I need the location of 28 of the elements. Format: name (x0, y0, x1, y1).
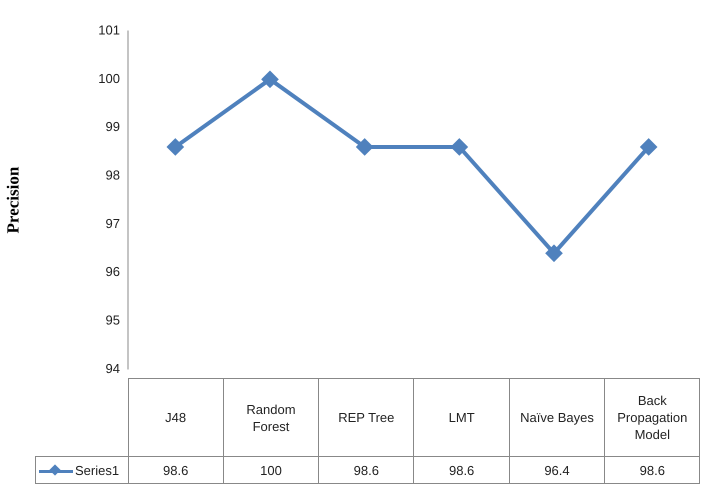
y-tick-label: 94 (106, 360, 120, 376)
x-tick-label: Random Forest (223, 378, 319, 456)
y-tick-label: 96 (106, 264, 120, 280)
point (167, 138, 184, 155)
x-tick-label: Naïve Bayes (509, 378, 605, 456)
data-label: 98.6 (128, 456, 224, 484)
y-tick-label: 97 (106, 216, 120, 231)
y-tick-label: 101 (98, 22, 120, 38)
y-axis-title: Precision (4, 166, 23, 234)
data-label: 100 (223, 456, 319, 484)
x-tick-label: LMT (414, 378, 510, 456)
point (451, 138, 468, 155)
y-tick-label: 99 (106, 119, 120, 134)
point (356, 138, 373, 155)
x-tick-label: Back Propagation Model (604, 378, 700, 456)
legend-label: Series1 (36, 456, 128, 484)
y-tick-label: 95 (106, 312, 120, 328)
y-tick-label: 98 (106, 168, 120, 183)
data-label: 98.6 (414, 456, 510, 484)
data-label: 98.6 (318, 456, 414, 484)
data-label: 98.6 (604, 456, 700, 484)
point (640, 138, 657, 155)
point (546, 245, 562, 262)
x-tick-label: J48 (128, 378, 224, 456)
point (262, 71, 278, 88)
data-label: 96.4 (509, 456, 605, 484)
y-tick-label: 100 (98, 70, 120, 86)
x-tick-label: REP Tree (318, 378, 414, 456)
